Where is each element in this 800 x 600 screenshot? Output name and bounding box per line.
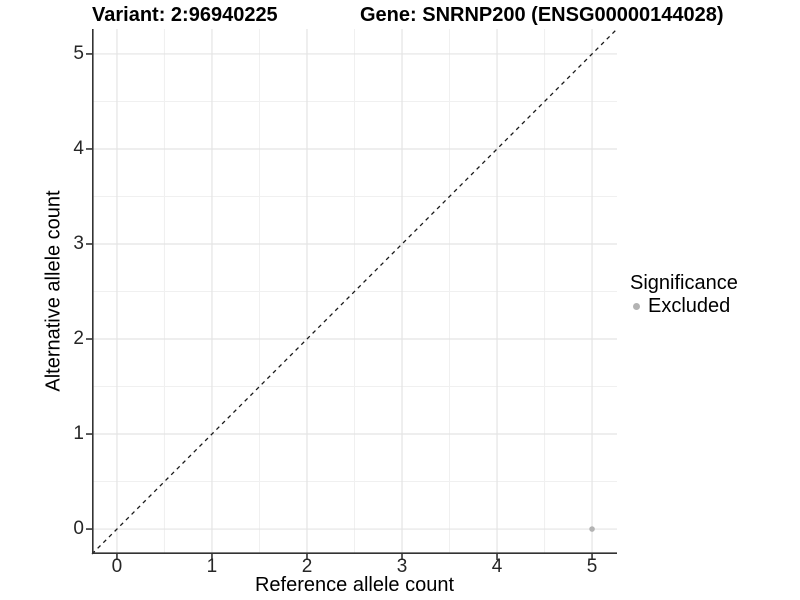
legend-title: Significance xyxy=(630,272,738,294)
x-tick-label: 5 xyxy=(586,556,598,577)
y-axis-title: Alternative allele count xyxy=(42,190,65,392)
identity-dashed-line xyxy=(91,28,618,555)
legend: Significance Excluded xyxy=(630,271,738,318)
x-tick-label: 4 xyxy=(491,556,503,577)
y-tick-label: 0 xyxy=(73,518,84,540)
x-tick-label: 3 xyxy=(396,556,408,577)
gene-title: Gene: SNRNP200 (ENSG00000144028) xyxy=(360,4,724,26)
legend-item-label: Excluded xyxy=(648,295,731,317)
data-point xyxy=(589,526,595,532)
x-tick-label: 1 xyxy=(206,556,218,577)
y-tick-label: 3 xyxy=(73,232,84,254)
variant-title: Variant: 2:96940225 xyxy=(92,4,278,26)
y-tick-label: 2 xyxy=(73,328,84,349)
x-tick-label: 2 xyxy=(301,556,313,577)
plot-panel xyxy=(86,28,618,560)
y-tick-label: 5 xyxy=(73,42,84,64)
y-tick-label: 1 xyxy=(73,423,84,445)
x-tick-label: 0 xyxy=(111,556,123,577)
excluded-marker-icon xyxy=(633,303,640,310)
legend-item-excluded: Excluded xyxy=(630,295,738,318)
y-tick-label: 4 xyxy=(73,137,84,159)
x-axis-title: Reference allele count xyxy=(254,574,454,596)
